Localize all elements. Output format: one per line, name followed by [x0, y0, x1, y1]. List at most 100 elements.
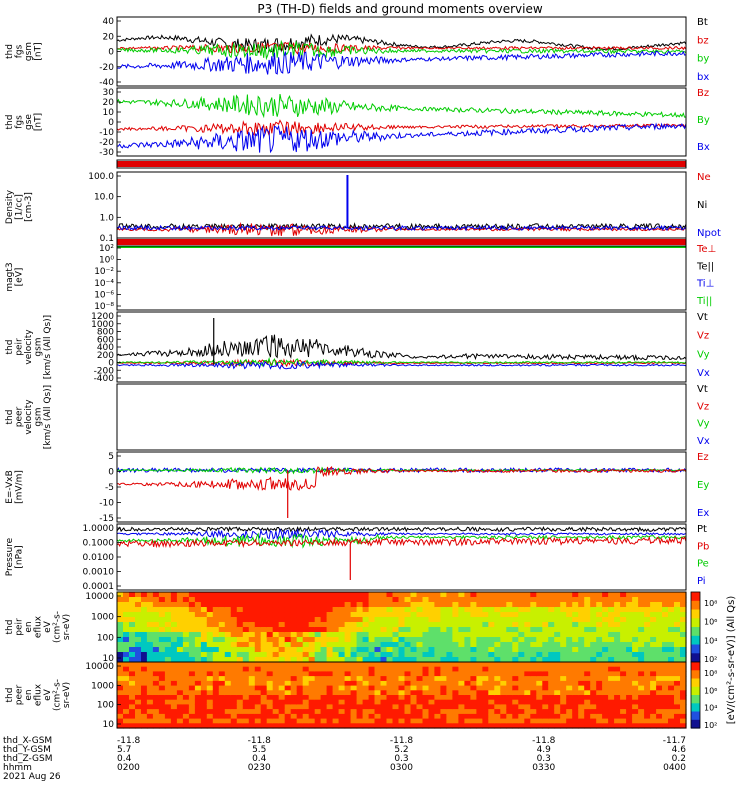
heatmap-cell: [452, 671, 459, 677]
heatmap-cell: [302, 671, 310, 677]
heatmap-cell: [368, 617, 376, 623]
heatmap-cell: [524, 612, 531, 618]
heatmap-cell: [416, 602, 424, 608]
heatmap-cell: [566, 685, 573, 691]
heatmap-cell: [117, 657, 124, 663]
heatmap-cell: [146, 662, 154, 668]
heatmap-cell: [470, 704, 477, 710]
heatmap-cell: [482, 597, 489, 603]
heatmap-cell: [266, 627, 274, 633]
heatmap-cell: [476, 652, 483, 658]
heatmap-cell: [662, 662, 669, 668]
heatmap-cell: [260, 602, 268, 608]
heatmap-cell: [662, 685, 669, 691]
heatmap-cell: [404, 612, 412, 618]
heatmap-cell: [188, 718, 196, 724]
heatmap-cell: [632, 709, 639, 715]
heatmap-cell: [548, 680, 555, 687]
heatmap-cell: [446, 685, 453, 691]
heatmap-cell: [338, 685, 346, 691]
heatmap-cell: [135, 642, 142, 648]
heatmap-cell: [314, 671, 322, 677]
heatmap-cell: [644, 718, 651, 724]
heatmap-cell: [590, 657, 597, 663]
heatmap-cell: [578, 680, 585, 687]
heatmap-cell: [200, 597, 208, 603]
heatmap-cell: [296, 632, 304, 638]
heatmap-cell: [482, 602, 489, 608]
heatmap-cell: [236, 723, 244, 729]
heatmap-cell: [320, 607, 328, 613]
heatmap-cell: [620, 652, 627, 658]
heatmap-cell: [554, 662, 561, 668]
heatmap-cell: [584, 637, 591, 643]
heatmap-cell: [182, 647, 190, 653]
heatmap-cell: [620, 597, 627, 603]
heatmap-cell: [368, 662, 376, 668]
heatmap-cell: [386, 662, 394, 668]
heatmap-cell: [194, 680, 202, 687]
heatmap-cell: [506, 647, 513, 653]
heatmap-cell: [494, 612, 501, 618]
heatmap-cell: [644, 642, 651, 648]
heatmap-cell: [572, 713, 579, 720]
series-line: [116, 466, 687, 491]
heatmap-cell: [296, 612, 304, 618]
heatmap-cell: [464, 671, 471, 677]
heatmap-cell: [578, 699, 585, 705]
heatmap-cell: [638, 647, 645, 653]
heatmap-cell: [434, 597, 441, 603]
heatmap-cell: [566, 592, 573, 598]
heatmap-cell: [470, 713, 477, 720]
heatmap-cell: [674, 671, 681, 677]
heatmap-cell: [326, 695, 334, 701]
heatmap-cell: [212, 607, 220, 613]
heatmap-cell: [626, 662, 633, 668]
heatmap-cell: [284, 597, 292, 603]
heatmap-cell: [266, 713, 274, 720]
heatmap-cell: [620, 592, 627, 598]
heatmap-cell: [674, 718, 681, 724]
heatmap-cell: [674, 709, 681, 715]
heatmap-cell: [506, 602, 513, 608]
heatmap-cell: [242, 592, 250, 598]
heatmap-cell: [590, 662, 597, 668]
heatmap-cell: [362, 642, 370, 648]
heatmap-cell: [512, 597, 519, 603]
heatmap-cell: [272, 622, 280, 628]
heatmap-cell: [368, 607, 376, 613]
heatmap-cell: [350, 680, 358, 687]
heatmap-cell: [308, 695, 316, 701]
heatmap-cell: [596, 723, 603, 729]
heatmap-cell: [278, 671, 286, 677]
heatmap-cell: [476, 709, 483, 715]
heatmap-cell: [560, 657, 567, 663]
heatmap-cell: [338, 695, 346, 701]
heatmap-cell: [206, 632, 214, 638]
heatmap-cell: [548, 695, 555, 701]
heatmap-cell: [446, 713, 453, 720]
heatmap-cell: [680, 685, 687, 691]
heatmap-cell: [260, 666, 268, 672]
heatmap-cell: [123, 647, 130, 653]
heatmap-cell: [152, 612, 160, 618]
heatmap-cell: [380, 680, 388, 687]
legend-entry: Bt: [697, 17, 708, 28]
heatmap-cell: [350, 718, 358, 724]
heatmap-cell: [188, 657, 196, 663]
heatmap-cell: [290, 607, 298, 613]
heatmap-cell: [248, 690, 256, 696]
heatmap-cell: [470, 685, 477, 691]
heatmap-cell: [536, 632, 543, 638]
heatmap-cell: [494, 676, 501, 682]
heatmap-cell: [506, 617, 513, 623]
heatmap-cell: [344, 685, 352, 691]
heatmap-cell: [650, 666, 657, 672]
heatmap-cell: [494, 657, 501, 663]
heatmap-cell: [392, 612, 400, 618]
heatmap-cell: [188, 685, 196, 691]
heatmap-cell: [146, 617, 154, 623]
heatmap-cell: [146, 612, 154, 618]
heatmap-cell: [668, 647, 675, 653]
heatmap-cell: [530, 695, 537, 701]
